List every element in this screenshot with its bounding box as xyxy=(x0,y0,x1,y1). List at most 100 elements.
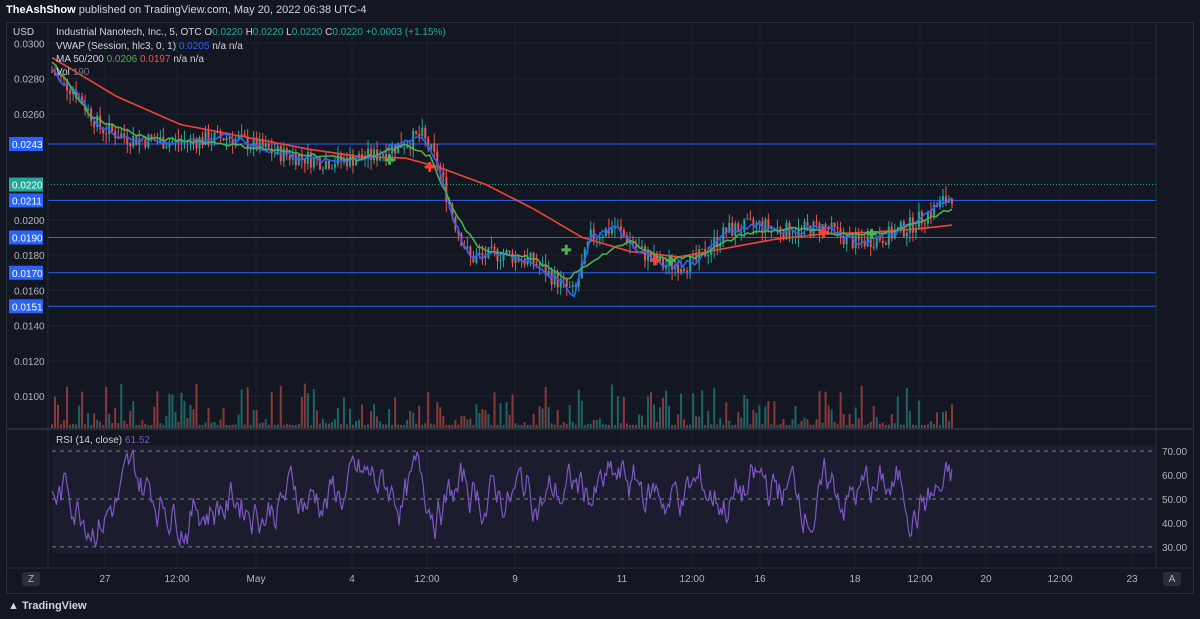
candle-body xyxy=(255,137,258,151)
volume-bar xyxy=(300,396,303,428)
volume-bar xyxy=(821,422,824,428)
candle-body xyxy=(574,285,577,287)
candle-body xyxy=(535,263,538,266)
auto-scale-button xyxy=(1163,572,1181,586)
volume-bar xyxy=(565,423,568,428)
level-label-box xyxy=(9,230,43,245)
rsi-tick-label: 40.00 xyxy=(1162,519,1187,530)
legend-vol-value: 190 xyxy=(72,67,90,78)
volume-bar xyxy=(583,424,586,428)
volume-bar xyxy=(782,418,785,428)
candle-body xyxy=(195,140,198,149)
volume-bar xyxy=(99,421,102,428)
candle-body xyxy=(689,255,692,272)
volume-bar xyxy=(890,414,893,428)
volume-bar xyxy=(848,414,851,428)
candle-body xyxy=(294,154,297,166)
candle-body xyxy=(472,256,475,263)
volume-bar xyxy=(893,423,896,428)
legend-ma-row[interactable]: MA 50/200 0.0206 0.0197 n/a n/a xyxy=(56,54,204,65)
volume-bar xyxy=(288,424,291,428)
candle-body xyxy=(571,285,574,287)
volume-bar xyxy=(668,406,671,428)
candle-body xyxy=(382,154,385,157)
candle-body xyxy=(219,131,222,139)
candle-body xyxy=(352,153,355,166)
volume-bar xyxy=(246,387,249,428)
volume-bar xyxy=(686,424,689,428)
volume-bar xyxy=(460,416,463,428)
volume-bar xyxy=(120,384,123,428)
currency-label: USD xyxy=(13,27,35,38)
volume-bar xyxy=(559,424,562,428)
level-label: 0.0170 xyxy=(12,269,43,280)
volume-bar xyxy=(249,424,252,428)
candle-body xyxy=(746,218,749,220)
legend-vwap-row[interactable]: VWAP (Session, hlc3, 0, 1) 0.0205 n/a n/… xyxy=(56,41,243,52)
volume-bar xyxy=(773,401,776,428)
candle-body xyxy=(213,132,216,143)
candle-body xyxy=(938,200,941,207)
candle-body xyxy=(336,153,339,164)
volume-bar xyxy=(746,398,749,428)
volume-bar xyxy=(803,417,806,428)
candle-body xyxy=(493,246,496,250)
candle-body xyxy=(475,255,478,263)
volume-bar xyxy=(761,424,764,428)
candle-body xyxy=(171,141,174,143)
level-label: 0.0211 xyxy=(12,196,42,207)
volume-bar xyxy=(126,424,129,428)
level-label-box xyxy=(9,299,43,314)
candle-body xyxy=(51,71,53,73)
volume-bar xyxy=(653,404,656,428)
volume-bar xyxy=(54,396,57,428)
candle-body xyxy=(484,255,487,258)
legend-rsi-row[interactable]: RSI (14, close) 61.52 xyxy=(56,435,150,446)
volume-bar xyxy=(860,385,863,428)
candle-body xyxy=(929,211,932,217)
candle-body xyxy=(649,251,652,260)
volume-bar xyxy=(785,424,788,428)
published-caption: TheAshShow published on TradingView.com,… xyxy=(6,4,367,16)
volume-bar xyxy=(737,411,740,428)
volume-bar xyxy=(454,420,457,428)
candle-body xyxy=(728,222,731,233)
candle-body xyxy=(719,243,722,248)
volume-bar xyxy=(538,406,541,428)
candle-body xyxy=(427,138,430,149)
candle-body xyxy=(451,204,454,218)
candle-body xyxy=(69,90,72,95)
candle-body xyxy=(646,251,649,261)
volume-bar xyxy=(905,388,908,428)
volume-bar xyxy=(207,407,210,428)
volume-bar xyxy=(364,424,367,428)
volume-bar xyxy=(72,424,75,428)
volume-bar xyxy=(710,424,713,428)
candle-body xyxy=(421,127,424,137)
volume-bar xyxy=(911,424,914,428)
death-cross-marker xyxy=(424,161,435,172)
volume-bar xyxy=(806,419,809,428)
indicator-lines xyxy=(51,56,953,298)
candle-body xyxy=(586,241,589,249)
volume-bar xyxy=(219,419,222,428)
candle-body xyxy=(120,133,123,139)
volume-bar xyxy=(439,407,442,428)
candle-body xyxy=(941,196,944,201)
legend-symbol[interactable]: Industrial Nanotech, Inc., 5, OTC xyxy=(56,27,202,38)
legend-vol-row[interactable]: Vol 190 xyxy=(56,67,89,78)
volume-bar xyxy=(851,424,854,428)
volume-bar xyxy=(394,397,397,428)
volume-bar xyxy=(427,392,430,428)
candle-body xyxy=(445,177,448,202)
candle-body xyxy=(478,253,481,256)
volume-bar xyxy=(222,407,225,428)
candles xyxy=(51,65,953,296)
volume-bar xyxy=(315,410,318,428)
volume-bar xyxy=(875,417,878,428)
tradingview-logo[interactable]: ▲ TradingView xyxy=(8,600,87,612)
volume-bar xyxy=(78,405,81,428)
volume-bar xyxy=(508,414,511,428)
candle-body xyxy=(619,226,622,230)
